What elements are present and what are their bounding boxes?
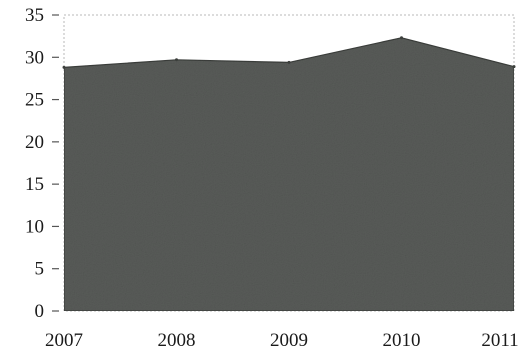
data-point-2008 bbox=[175, 58, 178, 62]
y-tick-label: 30 bbox=[25, 47, 44, 68]
y-tick-label: 15 bbox=[25, 174, 44, 195]
x-tick-label: 2007 bbox=[45, 330, 83, 351]
data-point-2011 bbox=[512, 65, 516, 69]
y-tick-label: 0 bbox=[35, 301, 45, 322]
series-area bbox=[63, 37, 515, 312]
y-tick-label: 35 bbox=[25, 5, 44, 26]
x-axis: 2007 2008 2009 2010 2011 bbox=[45, 330, 519, 351]
x-tick-label: 2008 bbox=[158, 330, 196, 351]
area-layer bbox=[62, 36, 516, 312]
x-tick-label: 2011 bbox=[481, 330, 518, 351]
y-axis: 0 5 10 15 20 25 30 35 bbox=[25, 5, 59, 322]
x-tick-label: 2009 bbox=[270, 330, 308, 351]
data-point-2007 bbox=[62, 65, 66, 69]
y-tick-label: 10 bbox=[25, 216, 44, 237]
y-tick-label: 20 bbox=[25, 132, 44, 153]
data-point-2009 bbox=[287, 60, 291, 64]
x-tick-label: 2010 bbox=[383, 330, 421, 351]
data-point-2010 bbox=[400, 36, 403, 40]
y-tick-label: 25 bbox=[25, 90, 44, 111]
y-tick-label: 5 bbox=[35, 259, 45, 280]
